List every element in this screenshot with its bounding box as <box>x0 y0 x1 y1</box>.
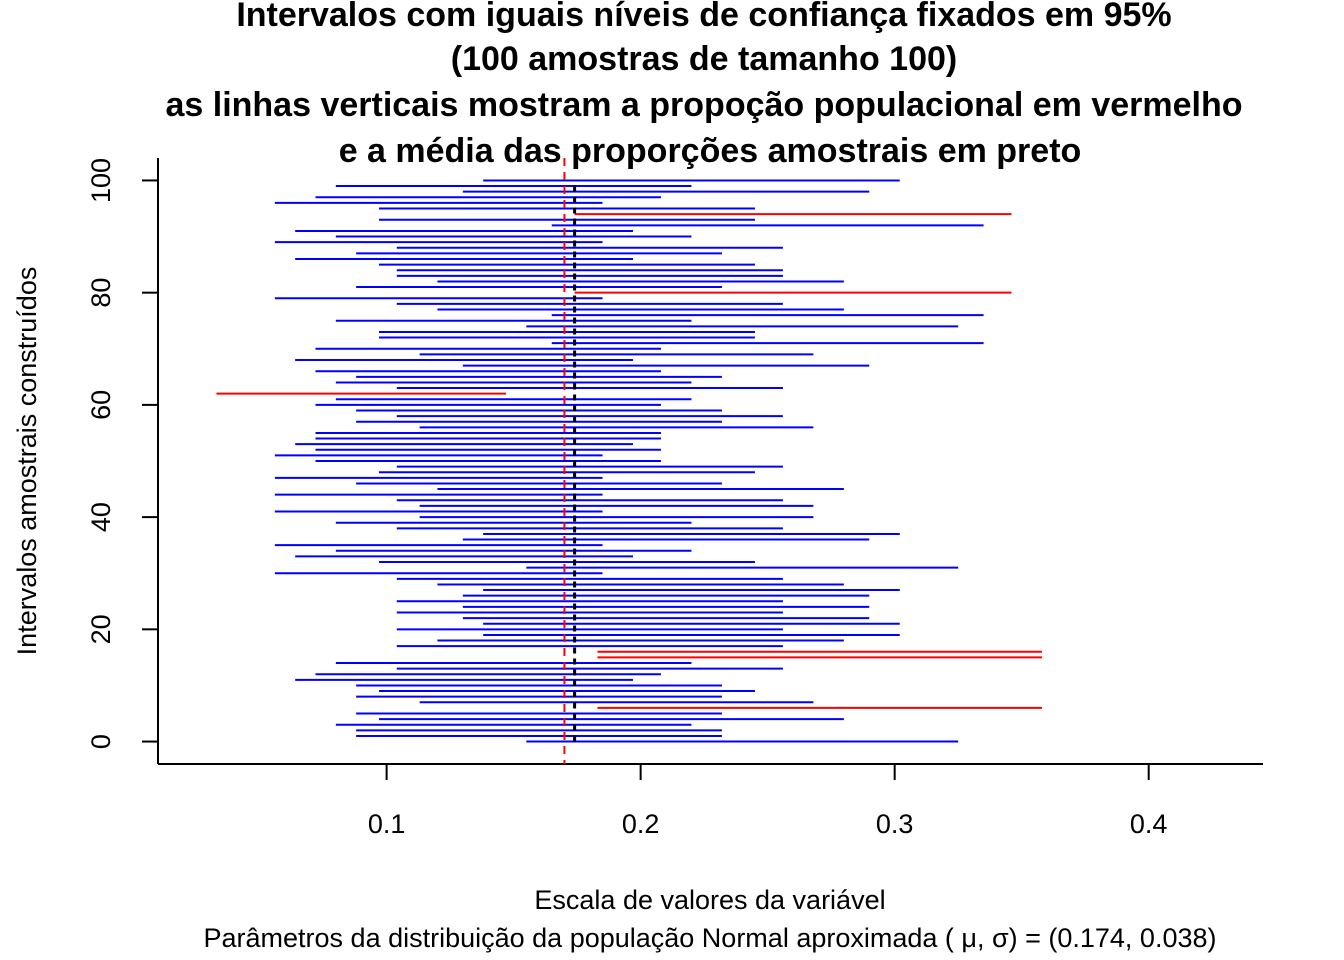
y-tick-label-0: 0 <box>86 734 116 749</box>
x-axis-label: Escala de valores da variável <box>534 885 885 915</box>
y-tick-label-2: 40 <box>86 502 116 532</box>
y-tick-label-4: 80 <box>86 278 116 308</box>
y-tick-label-5: 100 <box>86 158 116 203</box>
x-axis-ticks: 0.1 0.2 0.3 0.4 <box>368 764 1168 839</box>
chart-title-line-2: (100 amostras de tamanho 100) <box>451 40 957 78</box>
y-axis-ticks: 0 20 40 60 80 100 <box>86 158 158 749</box>
chart-title-line-3: as linhas verticais mostram a propoção p… <box>165 86 1242 124</box>
x-tick-label-1: 0.2 <box>622 809 660 839</box>
chart-title-line-4: e a média das proporções amostrais em pr… <box>339 132 1082 170</box>
chart-title: Intervalos com iguais níveis de confianç… <box>165 0 1242 170</box>
reference-lines <box>563 158 577 764</box>
x-tick-label-3: 0.4 <box>1130 809 1168 839</box>
chart-title-line-1: Intervalos com iguais níveis de confianç… <box>236 0 1171 34</box>
y-tick-label-3: 60 <box>86 390 116 420</box>
x-tick-label-0: 0.1 <box>368 809 406 839</box>
x-axis-sublabel: Parâmetros da distribuição da população … <box>204 923 1217 953</box>
y-axis-label: Intervalos amostrais construídos <box>12 267 42 656</box>
y-tick-label-1: 20 <box>86 614 116 644</box>
x-tick-label-2: 0.3 <box>876 809 914 839</box>
interval-series <box>216 179 1042 743</box>
